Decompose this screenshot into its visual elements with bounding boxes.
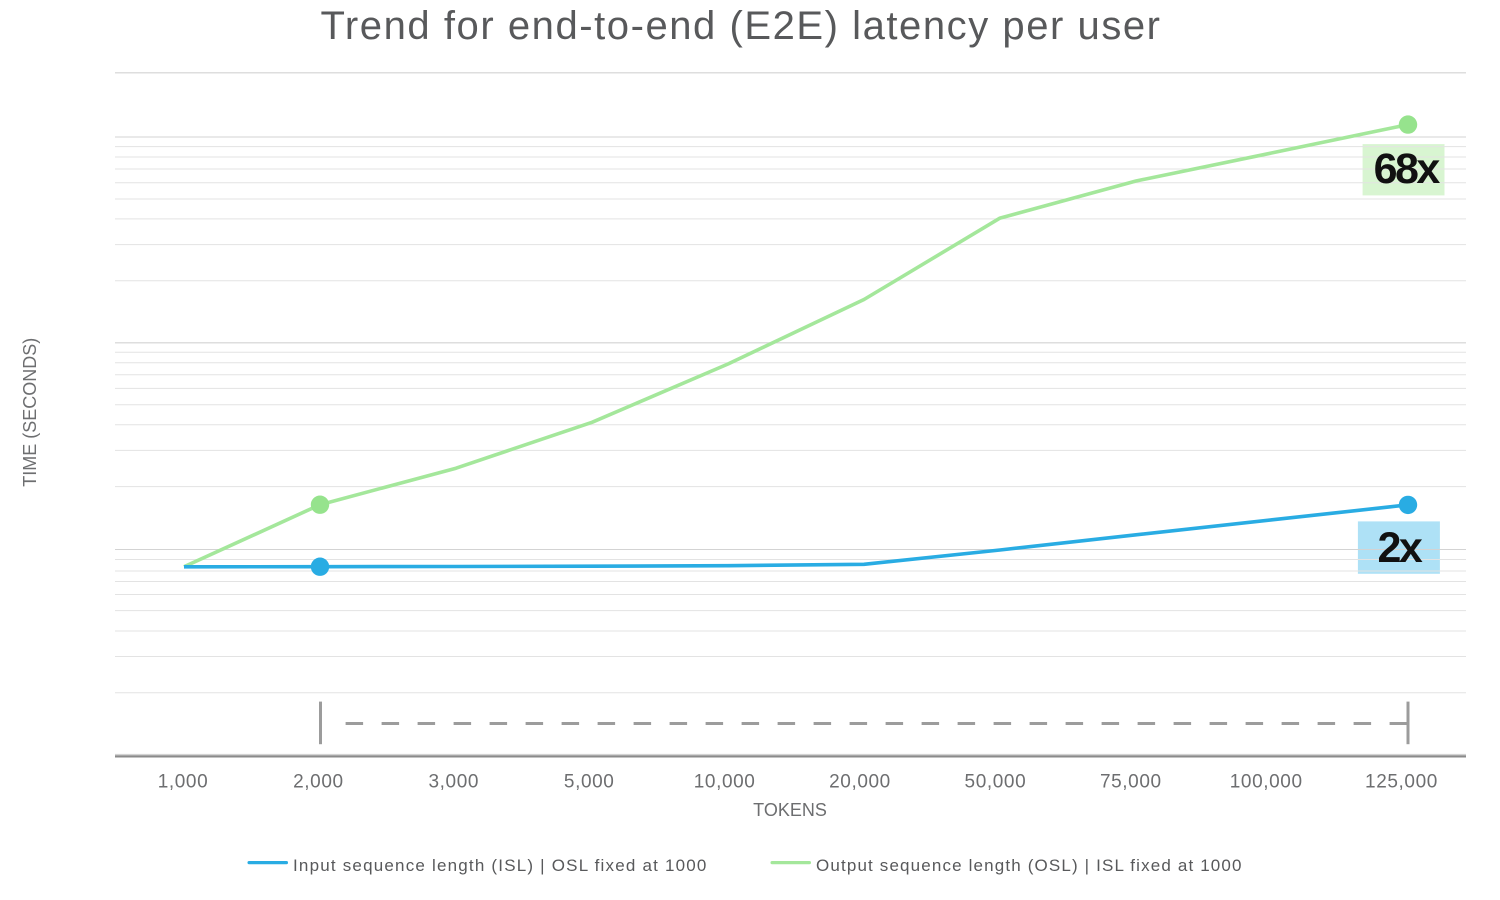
svg-text:TOKENS: TOKENS (753, 800, 827, 820)
svg-text:Output sequence length (OSL) |: Output sequence length (OSL) | ISL fixed… (816, 856, 1243, 875)
svg-text:3,000: 3,000 (429, 771, 480, 792)
svg-text:5,000: 5,000 (564, 771, 615, 792)
svg-text:75,000: 75,000 (1100, 771, 1162, 792)
svg-text:125,000: 125,000 (1365, 771, 1438, 792)
svg-text:Input sequence length (ISL) |: Input sequence length (ISL) | OSL fixed … (293, 856, 708, 875)
svg-text:10,000: 10,000 (694, 771, 756, 792)
svg-text:50,000: 50,000 (965, 771, 1027, 792)
svg-text:20,000: 20,000 (829, 771, 891, 792)
svg-text:Trend for end-to-end (E2E) lat: Trend for end-to-end (E2E) latency per u… (320, 4, 1161, 48)
svg-text:2,000: 2,000 (293, 771, 344, 792)
svg-text:2x: 2x (1377, 524, 1422, 572)
svg-text:1,000: 1,000 (158, 771, 209, 792)
svg-text:TIME (SECONDS): TIME (SECONDS) (20, 338, 40, 487)
svg-text:100,000: 100,000 (1230, 771, 1303, 792)
svg-text:68x: 68x (1374, 145, 1441, 193)
